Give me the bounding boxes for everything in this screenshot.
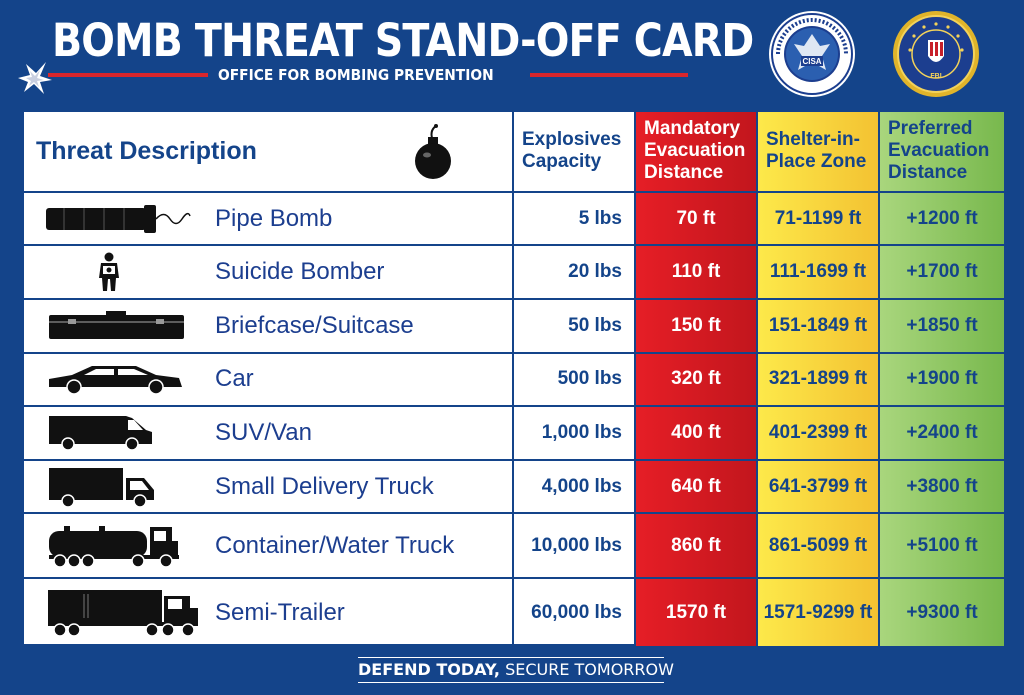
table-row: Container/Water Truck 10,000 lbs 860 ft … [22, 512, 1006, 580]
row-threat-name: Briefcase/Suitcase [215, 298, 514, 354]
header-shelter-line-1: Shelter-in- [766, 129, 860, 151]
page-title: BOMB THREAT STAND-OFF CARD [52, 14, 754, 67]
header-capacity-line-2: Capacity [522, 151, 602, 173]
row-capacity: 5 lbs [512, 190, 636, 247]
row-mandatory-distance: 400 ft [634, 405, 758, 461]
row-mandatory-distance: 1570 ft [634, 577, 758, 648]
header-mandatory-line-3: Distance [644, 162, 724, 184]
subtitle-rule-left [48, 73, 208, 77]
header-mandatory-line-1: Mandatory [644, 118, 741, 140]
row-capacity: 10,000 lbs [512, 512, 636, 580]
header-mandatory-line-2: Evacuation [644, 140, 746, 162]
row-shelter-zone: 111-1699 ft [756, 244, 880, 301]
header-preferred-line-1: Preferred [888, 118, 973, 140]
row-shelter-zone: 401-2399 ft [756, 405, 880, 461]
row-icon-cell [22, 351, 215, 408]
cisa-seal-icon: CISA [769, 11, 855, 97]
row-capacity: 20 lbs [512, 244, 636, 301]
header-shelter-in-place: Shelter-in- Place Zone [756, 110, 880, 193]
header-threat-label: Threat Description [36, 137, 257, 166]
seal-right-label: FBI [930, 73, 941, 80]
row-preferred-distance: +1900 ft [878, 351, 1006, 408]
briefcase-icon [49, 310, 184, 339]
header-capacity-line-1: Explosives [522, 129, 622, 151]
table-row: Pipe Bomb 5 lbs 70 ft 71-1199 ft +1200 f… [22, 190, 1006, 247]
table-row: Small Delivery Truck 4,000 lbs 640 ft 64… [22, 458, 1006, 515]
row-mandatory-distance: 70 ft [634, 190, 758, 247]
table-row: Suicide Bomber 20 lbs 110 ft 111-1699 ft… [22, 244, 1006, 301]
header-preferred-line-3: Distance [888, 162, 968, 184]
row-threat-name: Container/Water Truck [215, 512, 514, 580]
row-icon-cell [22, 458, 215, 515]
table-row: Semi-Trailer 60,000 lbs 1570 ft 1571-929… [22, 577, 1006, 648]
delivery-truck-icon [49, 467, 154, 508]
row-icon-cell [22, 405, 215, 461]
seal-left-label: CISA [802, 57, 821, 66]
row-shelter-zone: 151-1849 ft [756, 298, 880, 354]
row-capacity: 4,000 lbs [512, 458, 636, 515]
row-preferred-distance: +3800 ft [878, 458, 1006, 515]
row-icon-cell [22, 577, 215, 648]
header-mandatory-evacuation: Mandatory Evacuation Distance [634, 110, 758, 193]
row-threat-name: Suicide Bomber [215, 244, 514, 301]
subtitle-rule-right [530, 73, 688, 77]
table-row: Car 500 lbs 320 ft 321-1899 ft +1900 ft [22, 351, 1006, 408]
fbi-seal-icon: FBI [893, 11, 979, 97]
table-row: SUV/Van 1,000 lbs 400 ft 401-2399 ft +24… [22, 405, 1006, 461]
row-preferred-distance: +2400 ft [878, 405, 1006, 461]
footer-tagline: DEFEND TODAY, SECURE TOMORROW [358, 657, 674, 683]
row-shelter-zone: 321-1899 ft [756, 351, 880, 408]
row-shelter-zone: 861-5099 ft [756, 512, 880, 580]
row-preferred-distance: +1200 ft [878, 190, 1006, 247]
row-shelter-zone: 71-1199 ft [756, 190, 880, 247]
row-icon-cell [22, 190, 215, 247]
footer-tagline-bold: DEFEND TODAY, [358, 660, 500, 679]
row-mandatory-distance: 150 ft [634, 298, 758, 354]
suicide-bomber-icon [99, 252, 119, 292]
spark-icon [18, 62, 52, 94]
row-preferred-distance: +1850 ft [878, 298, 1006, 354]
row-icon-cell [22, 512, 215, 580]
row-threat-name: Car [215, 351, 514, 408]
row-threat-name: Pipe Bomb [215, 190, 514, 247]
car-icon [49, 366, 182, 396]
row-shelter-zone: 641-3799 ft [756, 458, 880, 515]
row-mandatory-distance: 320 ft [634, 351, 758, 408]
water-truck-icon [49, 525, 179, 568]
row-capacity: 60,000 lbs [512, 577, 636, 648]
header-explosives-capacity: Explosives Capacity [512, 110, 636, 193]
table-header-row: Threat Description Explosives Capacity M… [22, 110, 1006, 193]
footer-tagline-light: SECURE TOMORROW [499, 660, 674, 679]
row-preferred-distance: +1700 ft [878, 244, 1006, 301]
standoff-table: Threat Description Explosives Capacity M… [22, 110, 1006, 648]
row-threat-name: Semi-Trailer [215, 577, 514, 648]
page-subtitle: OFFICE FOR BOMBING PREVENTION [218, 66, 494, 84]
van-icon [49, 416, 152, 451]
row-icon-cell [22, 244, 215, 301]
row-capacity: 1,000 lbs [512, 405, 636, 461]
row-threat-name: SUV/Van [215, 405, 514, 461]
row-capacity: 500 lbs [512, 351, 636, 408]
semi-trailer-icon [48, 589, 198, 637]
header-threat-description: Threat Description [22, 110, 514, 193]
row-icon-cell [22, 298, 215, 354]
row-preferred-distance: +5100 ft [878, 512, 1006, 580]
row-mandatory-distance: 640 ft [634, 458, 758, 515]
row-capacity: 50 lbs [512, 298, 636, 354]
row-preferred-distance: +9300 ft [878, 577, 1006, 648]
row-shelter-zone: 1571-9299 ft [756, 577, 880, 648]
standoff-table-card: Threat Description Explosives Capacity M… [20, 108, 1006, 648]
header-preferred-line-2: Evacuation [888, 140, 990, 162]
header: BOMB THREAT STAND-OFF CARD OFFICE FOR BO… [0, 0, 1024, 105]
row-mandatory-distance: 110 ft [634, 244, 758, 301]
table-row: Briefcase/Suitcase 50 lbs 150 ft 151-184… [22, 298, 1006, 354]
row-threat-name: Small Delivery Truck [215, 458, 514, 515]
pipe-bomb-icon [46, 204, 191, 233]
bomb-icon [415, 124, 451, 179]
header-shelter-line-2: Place Zone [766, 151, 867, 173]
row-mandatory-distance: 860 ft [634, 512, 758, 580]
header-preferred-evacuation: Preferred Evacuation Distance [878, 110, 1006, 193]
